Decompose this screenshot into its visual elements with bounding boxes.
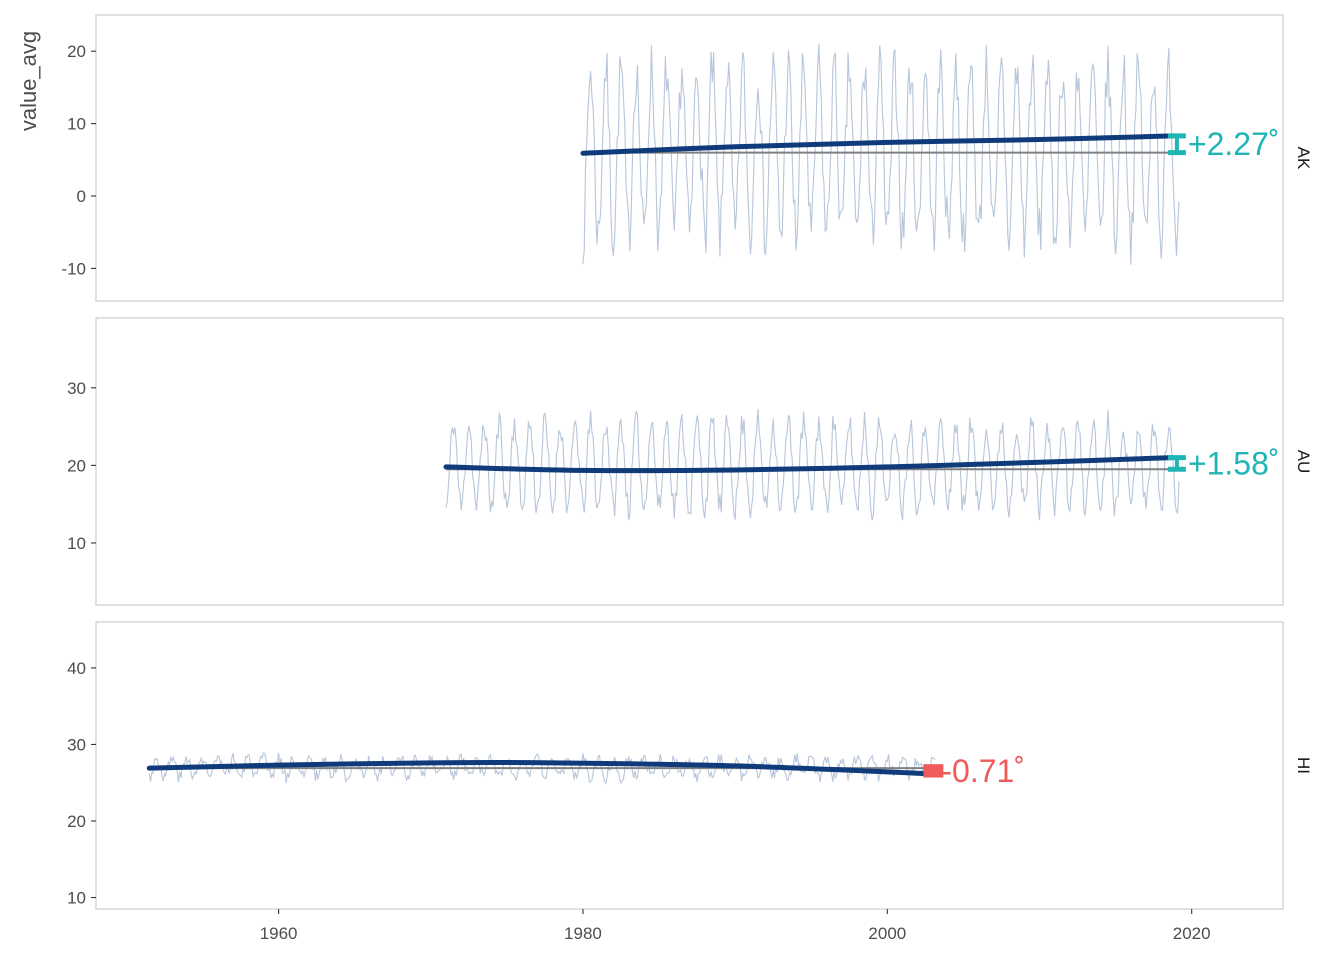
facet-strip-label: AK (1294, 147, 1313, 170)
change-label: +2.27˚ (1188, 126, 1280, 162)
x-tick-label: 1960 (260, 924, 298, 943)
facet-strip-label: AU (1294, 450, 1313, 474)
y-tick-label: 20 (67, 812, 86, 831)
panel-border (95, 14, 1284, 302)
y-tick-label: 10 (67, 889, 86, 908)
facet-panel-ak: -10 0 10 20 +2.27˚ AK (61, 14, 1313, 302)
x-tick-label: 2000 (868, 924, 906, 943)
facet-panel-hi: 10 20 30 40 -0.71˚ HI (67, 621, 1313, 910)
y-tick-label: 40 (67, 659, 86, 678)
trend-line (146, 759, 928, 777)
y-tick-label: 10 (67, 115, 86, 134)
x-axis: 1960 1980 2000 2020 (260, 909, 1211, 943)
trend-line (443, 455, 1175, 474)
raw-series-line (445, 408, 1180, 521)
panel-border (95, 317, 1284, 606)
y-tick-label: 30 (67, 735, 86, 754)
x-tick-label: 1980 (564, 924, 602, 943)
y-tick-label: 0 (77, 187, 86, 206)
trend-line (580, 133, 1175, 156)
y-tick-label: 30 (67, 379, 86, 398)
y-tick-label: 20 (67, 42, 86, 61)
facet-panels: -10 0 10 20 +2.27˚ AK 10 20 30 +1.58˚ AU 10 20 30 40 -0… (61, 14, 1313, 910)
change-bar (923, 764, 944, 778)
x-tick-label: 2020 (1173, 924, 1211, 943)
y-tick-label: 20 (67, 456, 86, 475)
change-label: +1.58˚ (1188, 445, 1280, 481)
panel-border (95, 621, 1284, 910)
change-label: -0.71˚ (941, 753, 1025, 789)
y-tick-label: -10 (61, 259, 86, 278)
facet-strip-label: HI (1294, 757, 1313, 774)
y-tick-label: 10 (67, 534, 86, 553)
y-axis-title: value_avg (16, 31, 41, 131)
facet-panel-au: 10 20 30 +1.58˚ AU (67, 317, 1313, 606)
raw-series-line (582, 44, 1180, 265)
